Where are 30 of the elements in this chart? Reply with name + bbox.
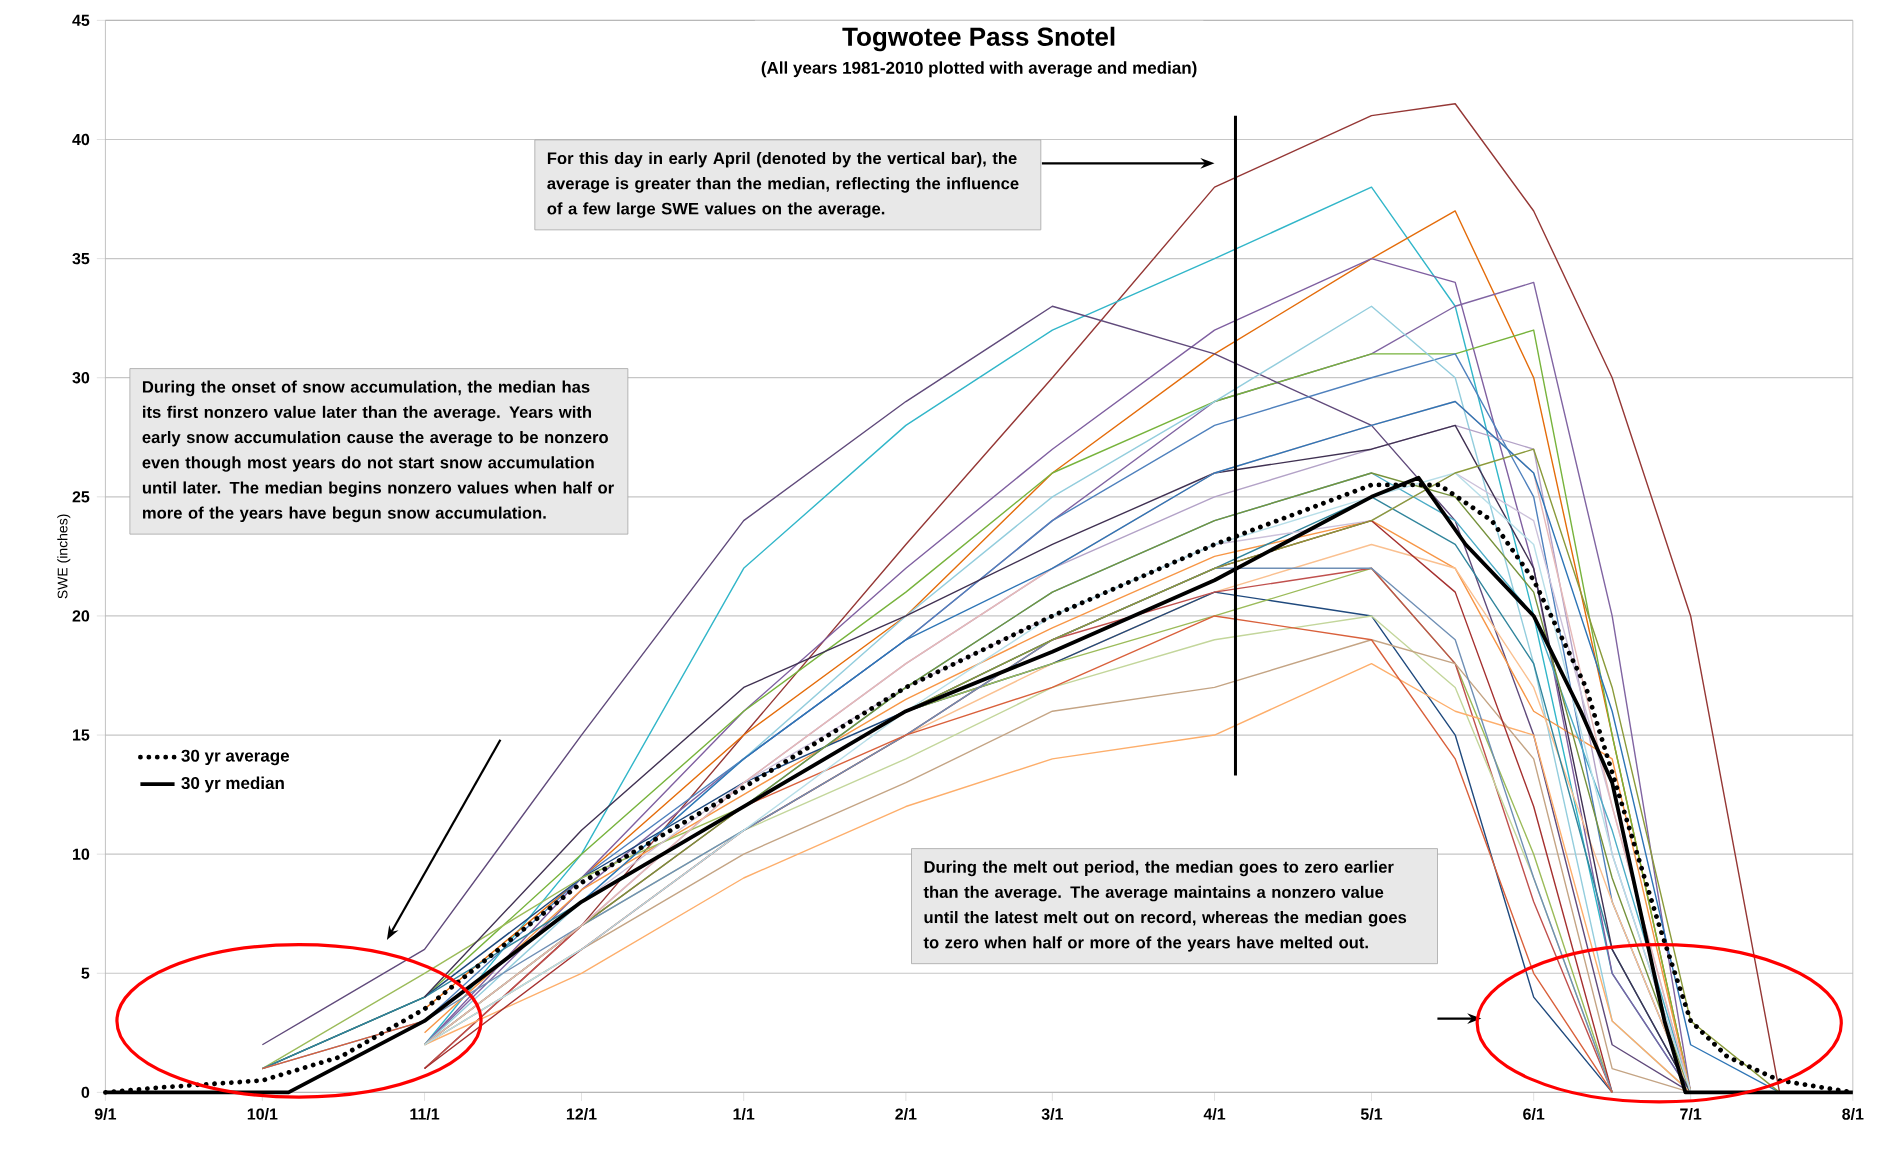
annotation: For this day in early April (denoted by the vertical bar), the average is greater than the median, reflecting the influence of a few large SWE values on the average. [547,151,1019,218]
y-tick-label: 30 [72,372,90,384]
y-tick-label: 45 [72,14,90,26]
text: (All years 1981-2010 plotted with average and median) [761,61,1197,78]
y-tick-label: 15 [73,729,90,741]
legend-label: 30 yr median [181,776,284,793]
x-tick-label: 5/1 [1360,1107,1383,1120]
y-tick-label: 10 [73,848,90,860]
x-tick-label: 11/1 [410,1107,440,1120]
annotation: During the melt out period, the median goes to zero earlier than the average. The average maintains a nonzero value until the latest melt out on record, whereas the median goes to zero when half or more of the years have melted out. [923,860,1407,952]
x-tick-label: 8/1 [1842,1107,1864,1120]
x-tick-label: 7/1 [1680,1107,1702,1120]
y-tick-label: 25 [72,491,90,503]
x-tick-label: 2/1 [895,1107,917,1120]
x-tick-label: 1/1 [733,1107,755,1120]
y-tick-label: 20 [72,610,90,622]
y-tick-label: 40 [72,133,90,146]
x-tick-label: 3/1 [1041,1107,1064,1120]
x-tick-label: 12/1 [566,1107,597,1120]
y-tick-label: 35 [72,252,90,265]
legend-label: 30 yr average [181,749,290,766]
chart-title: Togwotee Pass Snotel [842,26,1115,52]
annotation: During the onset of snow accumulation, the median has its first nonzero value later than the average. Years with early snow accumulation cause the average to be nonzero even though most years do not start snow accumulation until later. The median begins nonzero values when half or more of the years have begun snow accumulation. [142,380,614,523]
x-tick-label: 4/1 [1203,1107,1226,1120]
x-tick-label: 9/1 [94,1107,117,1120]
x-tick-label: 6/1 [1523,1107,1545,1120]
x-tick-label: 10/1 [247,1107,278,1120]
y-tick-label: 5 [81,967,90,979]
y-tick-label: 0 [81,1086,90,1099]
y-axis-title: SWE (inches) [57,514,71,599]
